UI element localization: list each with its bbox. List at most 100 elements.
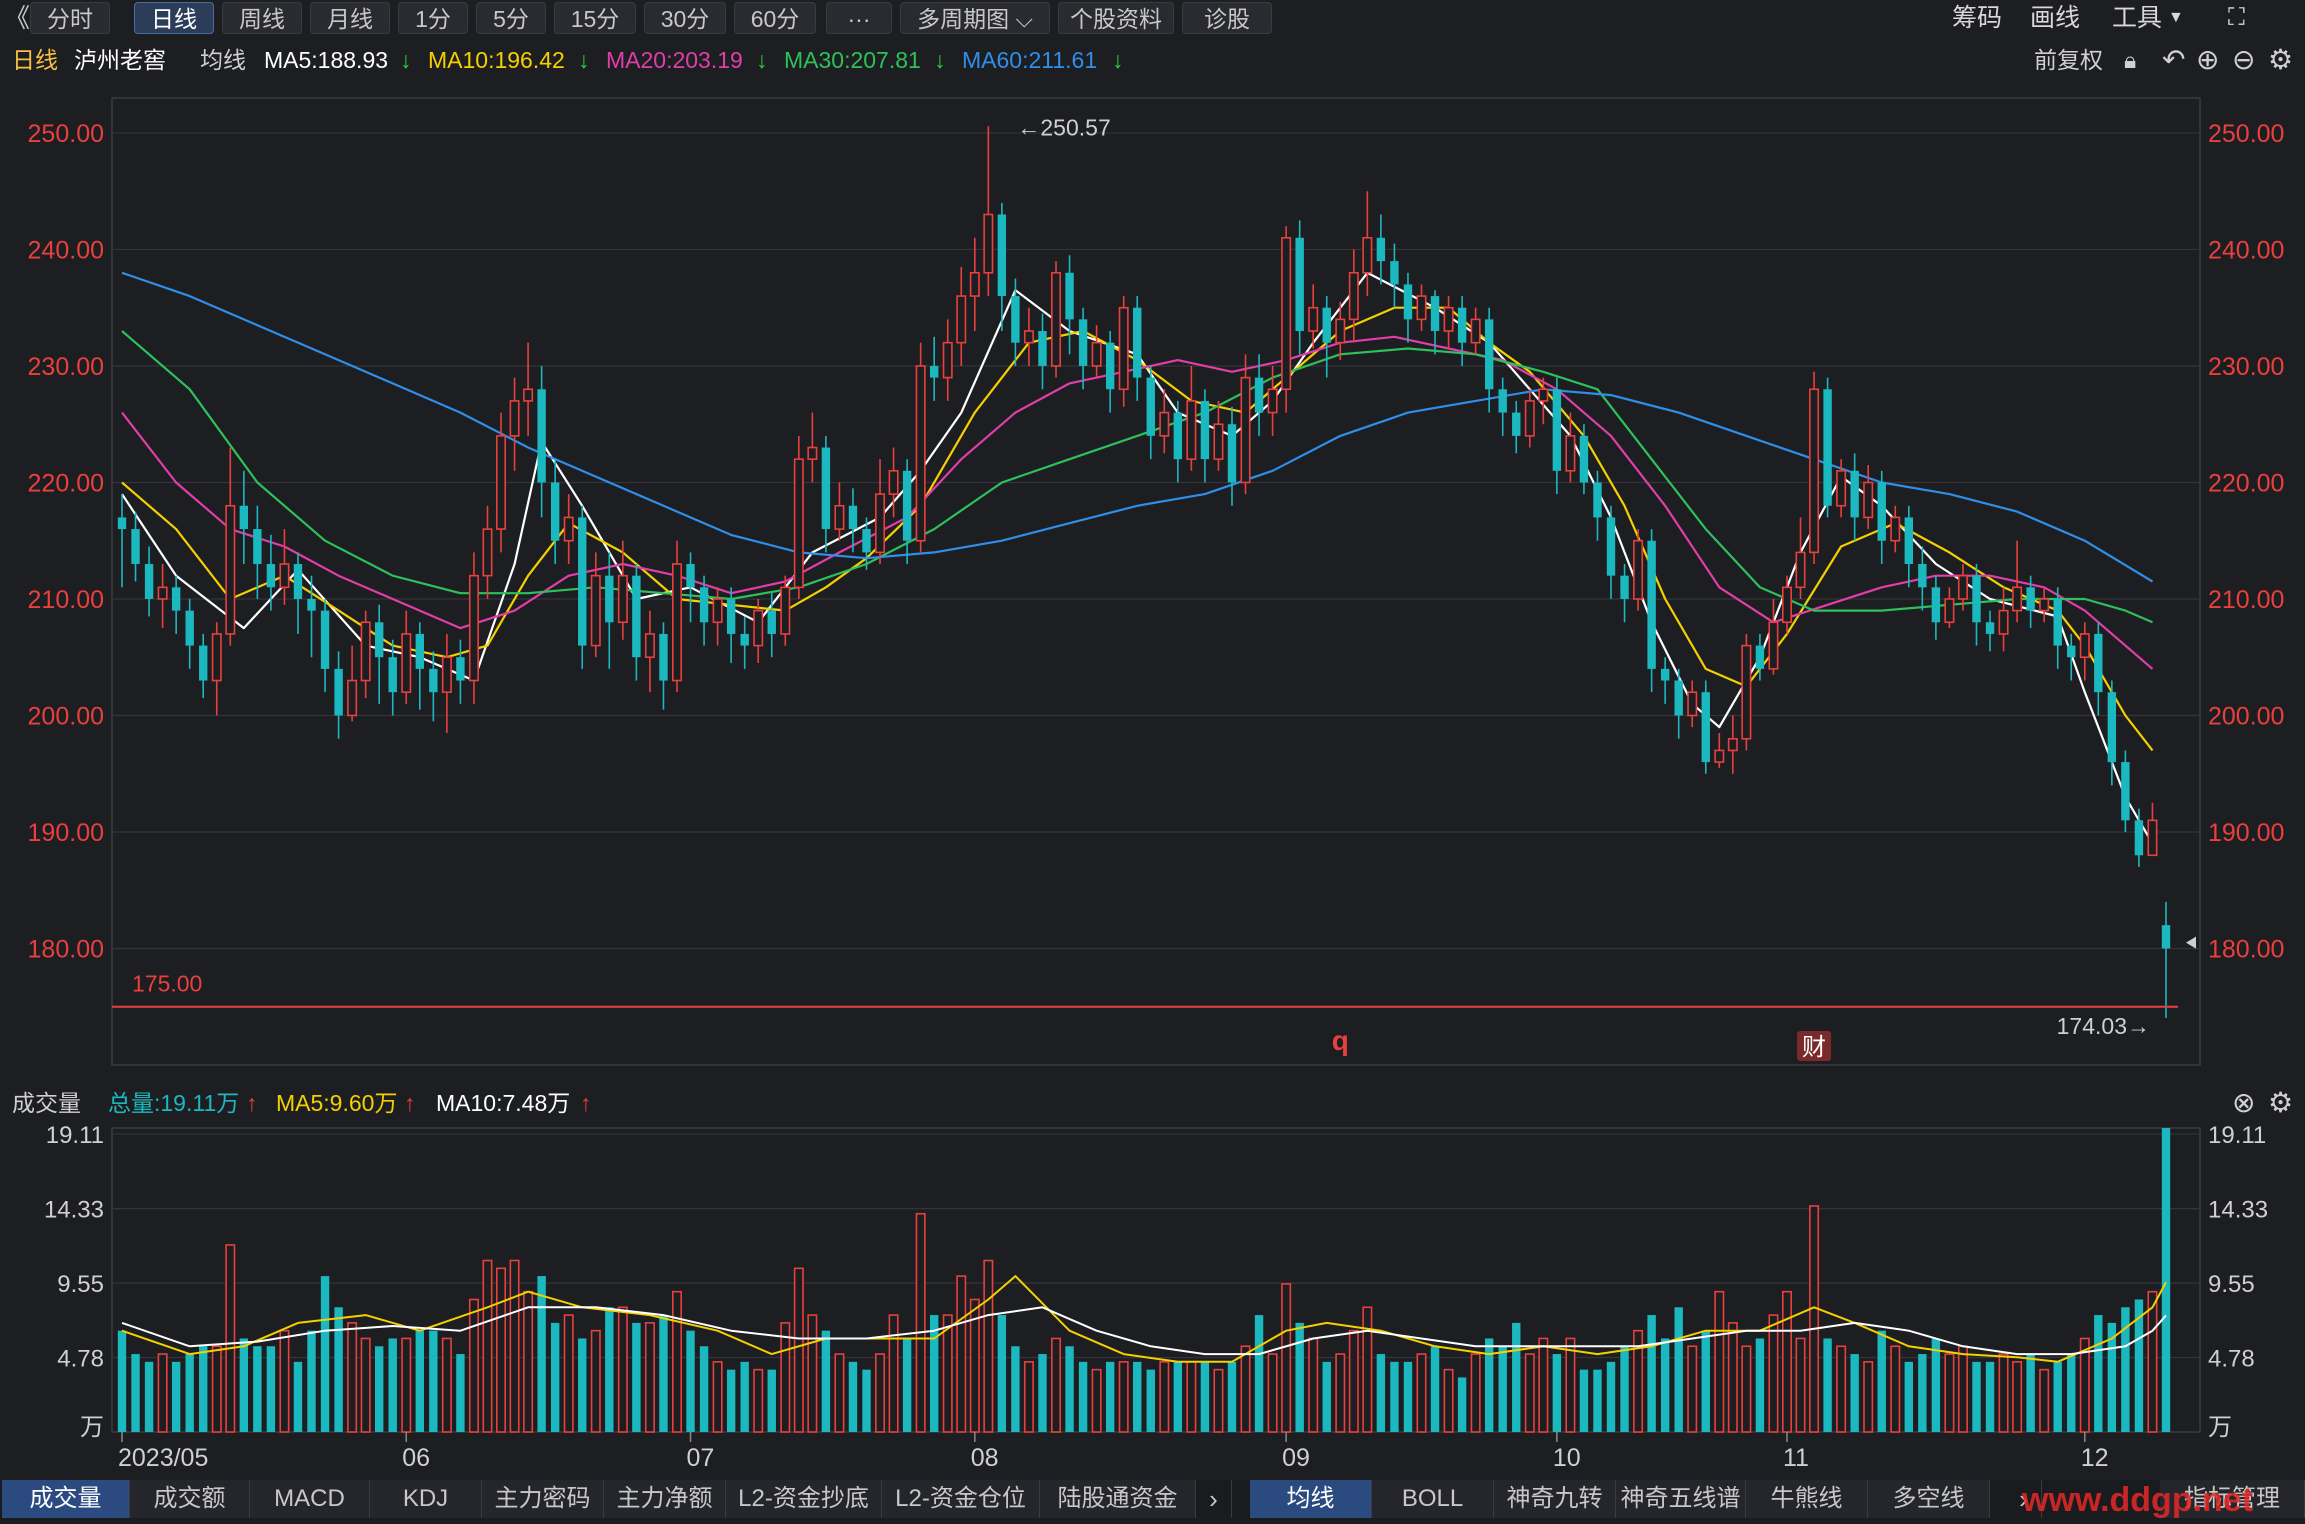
volume-close-icon[interactable]: ⊗	[2232, 1087, 2256, 1118]
candle-body	[1457, 307, 1467, 343]
tabs-left-next-icon[interactable]: ›	[1196, 1480, 1232, 1518]
period-button-0[interactable]: 分时	[30, 2, 110, 34]
indicator-tab-2[interactable]: MACD	[250, 1480, 370, 1518]
undo-icon[interactable]: ↶	[2162, 44, 2186, 75]
candle-body	[848, 505, 858, 530]
volume-bar	[2121, 1307, 2130, 1432]
candle	[1186, 365, 1197, 471]
volume-bar	[1051, 1337, 1062, 1433]
overlay-tab-5[interactable]: 多空线	[1868, 1480, 1990, 1518]
overlay-tab-3[interactable]: 神奇五线谱	[1616, 1480, 1746, 1518]
candle-body	[1348, 271, 1359, 321]
candle-body	[902, 470, 912, 541]
price-frame	[111, 97, 2201, 1066]
volume-bar	[1972, 1361, 1981, 1432]
volume-bar	[388, 1338, 397, 1432]
back-button[interactable]: 《	[3, 3, 30, 33]
overlay-tab-4[interactable]: 牛熊线	[1746, 1480, 1868, 1518]
period-button-3[interactable]: 月线	[310, 2, 390, 34]
indicator-tab-5[interactable]: 主力净额	[604, 1480, 726, 1518]
candle	[888, 447, 899, 518]
candle-body	[726, 598, 736, 634]
volume-ma5: MA5:9.60万	[276, 1090, 398, 1116]
period-button-10[interactable]: 多周期图 ⌵	[900, 2, 1050, 34]
period-button-5[interactable]: 5分	[476, 2, 546, 34]
volume-bar	[875, 1353, 886, 1433]
period-button-6[interactable]: 15分	[554, 2, 636, 34]
indicator-tab-0[interactable]: 成交量	[2, 1480, 130, 1518]
event-marker-cai: 财	[1802, 1034, 1826, 1061]
zoom-in-icon[interactable]: ⊕	[2196, 44, 2220, 75]
candle-body	[699, 587, 709, 623]
candle-body	[1795, 551, 1806, 589]
period-button-4[interactable]: 1分	[398, 2, 468, 34]
indicator-manage-button[interactable]: 指标管理	[2160, 1480, 2305, 1518]
volume-bar	[360, 1337, 371, 1433]
settings-gear-icon[interactable]: ⚙	[2268, 44, 2294, 75]
volume-bar	[1416, 1353, 1427, 1433]
candle	[1985, 610, 1995, 652]
candle	[157, 564, 168, 629]
candle	[1267, 365, 1278, 436]
candle	[1038, 313, 1047, 390]
indicator-tab-8[interactable]: 陆股通资金	[1040, 1480, 1196, 1518]
candle	[1348, 249, 1359, 343]
candle-body	[793, 458, 804, 589]
volume-bar	[1552, 1354, 1562, 1432]
candle	[1890, 505, 1901, 553]
candle	[1998, 587, 2009, 652]
volume-bar	[1727, 1322, 1738, 1433]
ma-label[interactable]: 均线	[200, 47, 246, 73]
candle-body	[969, 271, 980, 297]
date-axis: 2023/05 06 07 08 09 10 11 12	[118, 1432, 2109, 1472]
candle	[266, 534, 276, 611]
period-button-7[interactable]: 30分	[644, 2, 726, 34]
ma-line-ma5	[121, 271, 2154, 845]
period-button-8[interactable]: 60分	[734, 2, 816, 34]
indicator-tab-1[interactable]: 成交额	[130, 1480, 250, 1518]
period-button-12[interactable]: 诊股	[1182, 2, 1272, 34]
candle-body	[225, 504, 236, 635]
indicator-tab-3[interactable]: KDJ	[370, 1480, 482, 1518]
indicator-tab-7[interactable]: L2-资金仓位	[882, 1480, 1040, 1518]
candle-body	[171, 587, 181, 611]
overlay-tab-0[interactable]: 均线	[1250, 1480, 1372, 1518]
indicator-tab-6[interactable]: L2-资金抄底	[726, 1480, 882, 1518]
tabs-right-next-icon[interactable]: ›	[2006, 1480, 2042, 1518]
candle-body	[360, 621, 371, 682]
candle	[1023, 307, 1034, 366]
volume-bar	[279, 1329, 290, 1433]
volume-bar	[1133, 1361, 1142, 1432]
overlay-tab-1[interactable]: BOLL	[1372, 1480, 1494, 1518]
candle-body	[468, 574, 479, 682]
period-button-11[interactable]: 个股资料	[1058, 2, 1174, 34]
period-button-9[interactable]: ···	[826, 2, 892, 34]
volume-bar	[1674, 1307, 1683, 1432]
lock-icon[interactable]: 🔒︎	[2124, 47, 2137, 73]
tools-dropdown-icon[interactable]: ▼	[2168, 9, 2184, 26]
overlay-tab-2[interactable]: 神奇九转	[1494, 1480, 1616, 1518]
volume-bar	[1512, 1322, 1521, 1432]
period-button-2[interactable]: 周线	[222, 2, 302, 34]
candle	[915, 342, 926, 553]
volume-bar	[157, 1353, 168, 1433]
volume-bar	[1524, 1353, 1535, 1433]
draw-line-button[interactable]: 画线	[2030, 4, 2081, 32]
chip-button[interactable]: 筹码	[1952, 4, 2003, 32]
candle-body	[429, 668, 438, 693]
volume-bar	[1159, 1361, 1170, 1433]
candle	[1972, 564, 1981, 646]
zoom-out-icon[interactable]: ⊖	[2232, 44, 2256, 75]
fullscreen-icon[interactable]: ⛶	[2228, 4, 2245, 31]
period-button-1[interactable]: 日线	[134, 2, 214, 34]
volume-settings-gear-icon[interactable]: ⚙	[2268, 1087, 2294, 1118]
volume-bar	[659, 1315, 668, 1432]
indicator-tab-4[interactable]: 主力密码	[482, 1480, 604, 1518]
high-label: ←250.57	[1017, 114, 1110, 140]
volume-bar	[496, 1267, 507, 1433]
tools-button[interactable]: 工具	[2112, 4, 2163, 32]
adjust-mode[interactable]: 前复权	[2034, 47, 2103, 73]
volume-bar	[997, 1315, 1007, 1432]
ma-line-ma60	[121, 271, 2154, 583]
